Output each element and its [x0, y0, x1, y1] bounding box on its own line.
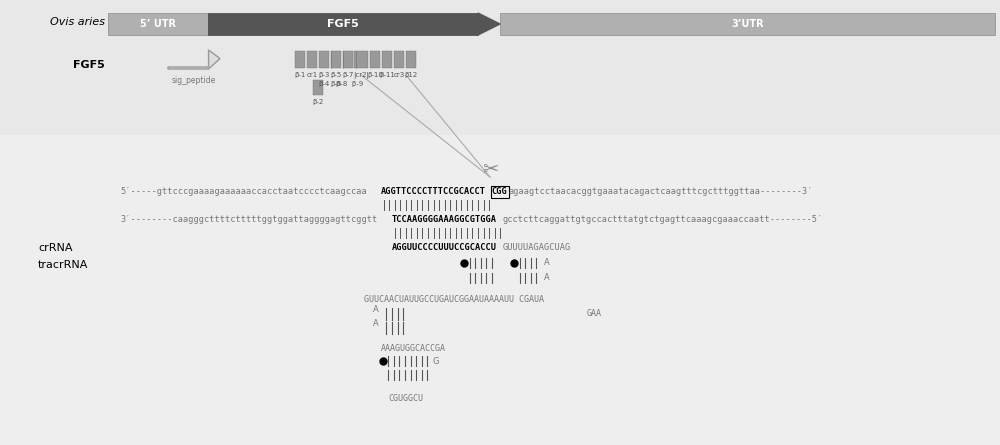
Text: CGG: CGG: [492, 187, 508, 197]
Text: gcctcttcaggattgtgccactttatgtctgagttcaaagcgaaaccaatt--------5′: gcctcttcaggattgtgccactttatgtctgagttcaaag…: [503, 215, 823, 224]
Bar: [394, 51, 404, 68]
Polygon shape: [478, 13, 500, 35]
Bar: [208, 13, 478, 35]
Text: 3′--------caagggcttttctttttggtggattaggggagttcggtt: 3′--------caagggcttttctttttggtggattagggg…: [120, 215, 377, 224]
Text: ✂: ✂: [482, 161, 498, 179]
Text: FGF5: FGF5: [327, 19, 359, 29]
Text: 5′-----gttcccgaaaagaaaaaaccacctaatcccctcaagccaa: 5′-----gttcccgaaaagaaaaaaccacctaatcccctc…: [120, 187, 367, 197]
Text: 5’ UTR: 5’ UTR: [140, 19, 176, 29]
Bar: [0, 0, 1000, 135]
Text: β-8  β-9: β-8 β-9: [336, 81, 364, 87]
Text: CGUGGCU: CGUGGCU: [388, 394, 423, 403]
Bar: [108, 13, 208, 35]
Text: GUUUUAGAGCUAG: GUUUUAGAGCUAG: [503, 243, 571, 252]
Text: 3’UTR: 3’UTR: [731, 19, 764, 29]
Text: TCCAAGGGGAAAGGCGTGGA: TCCAAGGGGAAAGGCGTGGA: [392, 215, 497, 224]
Bar: [382, 51, 392, 68]
Text: β12: β12: [404, 72, 418, 78]
Text: agaagtcctaacacggtgaaatacagactcaagtttcgctttggttaa--------3′: agaagtcctaacacggtgaaatacagactcaagtttcgct…: [508, 187, 813, 197]
Text: A: A: [373, 306, 379, 315]
Bar: [406, 51, 416, 68]
Bar: [295, 51, 305, 68]
Text: β-3: β-3: [318, 72, 330, 78]
Text: A: A: [544, 273, 550, 282]
Text: Ovis aries: Ovis aries: [50, 17, 105, 27]
Bar: [319, 51, 329, 68]
Bar: [331, 51, 341, 68]
Bar: [354, 51, 368, 68]
Bar: [313, 80, 323, 95]
Text: β-5: β-5: [330, 72, 342, 78]
Text: A: A: [373, 320, 379, 328]
Text: FGF5: FGF5: [73, 60, 105, 70]
Bar: [343, 51, 353, 68]
Bar: [307, 51, 317, 68]
Text: β-1: β-1: [294, 72, 306, 78]
Bar: [500, 13, 995, 35]
Text: cr1: cr1: [306, 72, 318, 78]
Polygon shape: [168, 50, 220, 69]
Text: β-2: β-2: [312, 99, 324, 105]
Text: β-11: β-11: [379, 72, 395, 78]
Text: sig_peptide: sig_peptide: [172, 76, 216, 85]
Text: crRNA: crRNA: [38, 243, 72, 253]
Text: GUUCAACUAUUGCCUGAUCGGAAUAAAAUU CGAUA: GUUCAACUAUUGCCUGAUCGGAAUAAAAUU CGAUA: [364, 295, 544, 304]
Text: β-10: β-10: [367, 72, 383, 78]
Text: β-7: β-7: [342, 72, 354, 78]
Text: β-4: β-4: [318, 81, 330, 87]
Text: AGGUUCCCCUUUCCGCACCU: AGGUUCCCCUUUCCGCACCU: [392, 243, 497, 252]
Text: GAA: GAA: [586, 309, 601, 318]
Text: β-6: β-6: [330, 81, 342, 87]
Text: tracrRNA: tracrRNA: [38, 260, 88, 270]
Text: cr3: cr3: [393, 72, 405, 78]
Text: AGGTTCCCCTTTCCGCACCT: AGGTTCCCCTTTCCGCACCT: [381, 187, 486, 197]
Text: |cr2|: |cr2|: [353, 72, 369, 79]
Text: AAAGUGGCACCGA: AAAGUGGCACCGA: [381, 344, 446, 353]
Text: G: G: [433, 356, 439, 365]
Text: A: A: [544, 258, 550, 267]
Bar: [370, 51, 380, 68]
